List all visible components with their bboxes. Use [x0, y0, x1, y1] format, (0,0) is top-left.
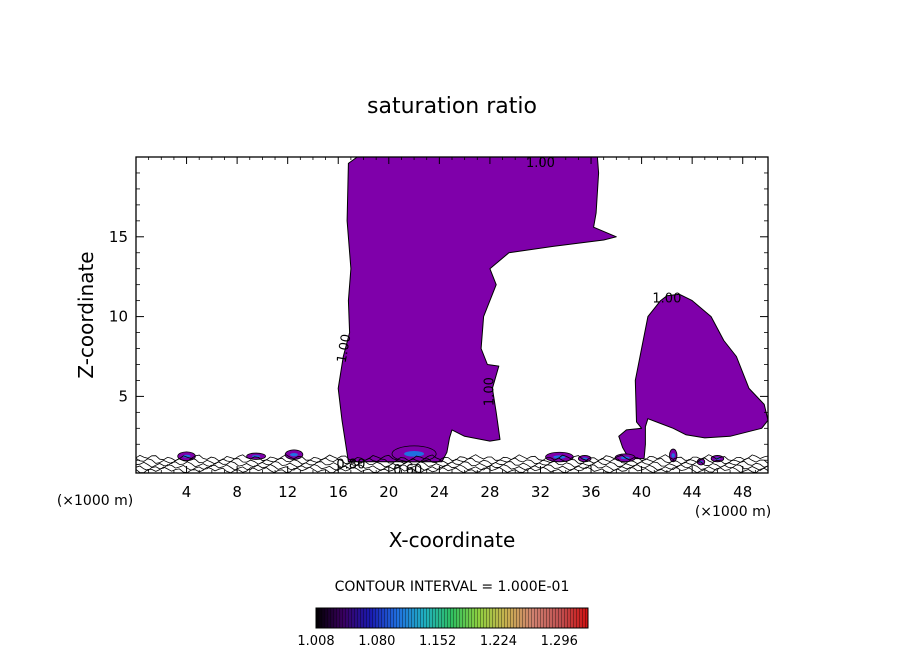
blob-core-2: [290, 452, 298, 457]
x-tick-label: 32: [531, 483, 550, 501]
colorbar-frame: [315, 607, 589, 629]
contour-label: 1.00: [482, 377, 497, 406]
chart-title: saturation ratio: [367, 94, 537, 119]
blob-core-7: [671, 453, 675, 458]
colorbar-tick-label: 1.008: [297, 634, 334, 649]
x-tick-label: 24: [430, 483, 449, 501]
contour-label: 0.60: [393, 463, 422, 478]
colorbar: 1.008 1.080 1.152 1.224 1.296: [297, 607, 589, 649]
ground-contour-3: [136, 463, 768, 472]
ground-contour-2: [136, 460, 768, 468]
x-tick-label: 28: [480, 483, 499, 501]
x-tick-label: 40: [632, 483, 651, 501]
colorbar-tick-label: 1.152: [419, 634, 456, 649]
x-tick-label: 20: [379, 483, 398, 501]
colorbar-tick-label: 1.224: [480, 634, 517, 649]
x-tick-label: 4: [182, 483, 192, 501]
blob-core-0: [182, 454, 191, 458]
colorbar-tick-label: 1.080: [358, 634, 395, 649]
ground-contour-4: [136, 466, 768, 473]
x-tick-label: 16: [329, 483, 348, 501]
x-unit-left: (×1000 m): [57, 493, 133, 509]
x-tick-label: 48: [733, 483, 752, 501]
x-tick-label: 12: [278, 483, 297, 501]
y-axis-label: Z-coordinate: [74, 251, 98, 378]
x-axis-label: X-coordinate: [389, 528, 516, 552]
x-tick-label: 36: [581, 483, 600, 501]
region-left-plume: [337, 157, 617, 463]
ground-contour-0: [136, 454, 768, 462]
y-tick-label: 10: [109, 308, 128, 326]
contour-label: 1.00: [652, 292, 681, 307]
y-tick-label: 5: [118, 387, 128, 405]
contour-label: 0.80: [336, 458, 365, 473]
ground-contours: [136, 454, 768, 473]
y-tick-label: 15: [109, 228, 128, 246]
x-unit-right: (×1000 m): [695, 504, 771, 520]
x-tick-label: 8: [232, 483, 242, 501]
colorbar-tick-label: 1.296: [541, 634, 578, 649]
colorbar-stripes: [316, 608, 588, 628]
region-right-cloud: [618, 293, 768, 460]
contour-interval: CONTOUR INTERVAL = 1.000E-01: [335, 579, 570, 595]
x-tick-label: 44: [683, 483, 702, 501]
blob-core-3: [404, 451, 425, 457]
contour-label: 1.00: [335, 333, 355, 364]
blob-core-4: [553, 455, 566, 459]
